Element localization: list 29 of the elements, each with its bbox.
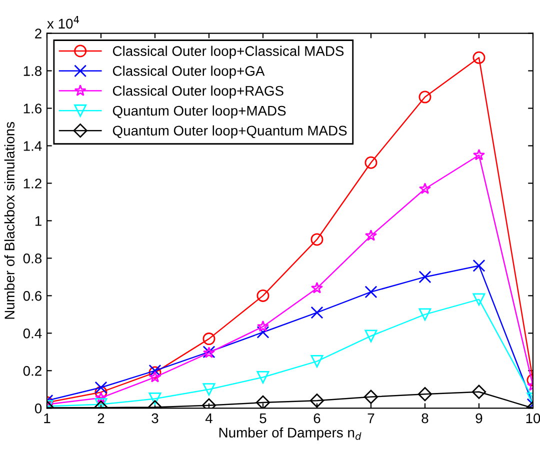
x-axis-title: Number of Dampers n$_{d}$ (219, 427, 362, 440)
y-tick-label: 0.6 (23, 291, 42, 301)
legend-label: Quantum Outer loop+MADS (112, 105, 286, 118)
y-tick-label: 1.6 (24, 104, 42, 114)
y-tick-label: 2 (35, 28, 42, 38)
x-tick-label: 8 (422, 413, 428, 424)
y-tick-label: 0.2 (23, 366, 42, 376)
x-tick-label: 3 (152, 413, 158, 424)
x-tick-label: 10 (526, 413, 540, 424)
x-tick-label: 7 (368, 414, 374, 424)
y-tick-label: 0.4 (23, 328, 42, 338)
x-tick-label: 9 (476, 413, 482, 424)
y-tick-label: 1.2 (24, 178, 42, 188)
y-axis-title: Number of Blackbox simulations (4, 122, 15, 319)
y-tick-label: 0 (34, 403, 42, 414)
x-tick-label: 4 (205, 414, 212, 424)
y-tick-label: 1.8 (24, 66, 42, 76)
legend-label: Classical Outer loop+RAGS (112, 86, 284, 99)
x-tick-label: 6 (314, 413, 320, 424)
y-tick-label: 0.8 (23, 254, 42, 264)
x-tick-label: 1 (44, 414, 50, 424)
x-tick-label: 2 (98, 413, 104, 424)
legend-label: Quantum Outer loop+Quantum MADS (112, 125, 347, 138)
y-tick-label: 1.4 (24, 141, 42, 151)
x-tick-label: 5 (260, 414, 266, 424)
legend-label: Classical Outer loop+Classical MADS (112, 46, 344, 59)
legend-label: Classical Outer loop+GA (112, 66, 265, 79)
y-tick-label: 1 (35, 216, 42, 226)
text: x 10$^{4}$ (47, 16, 80, 29)
